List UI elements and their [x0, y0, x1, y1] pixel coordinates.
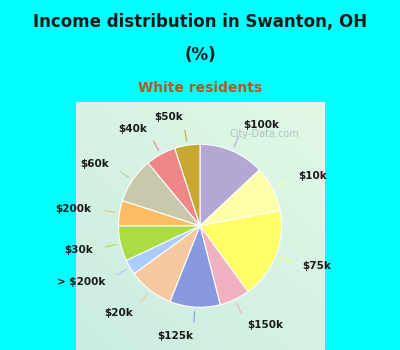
Text: $50k: $50k [154, 112, 183, 122]
Wedge shape [175, 144, 200, 226]
Wedge shape [118, 226, 200, 260]
Text: $75k: $75k [302, 261, 331, 271]
Text: > $200k: > $200k [57, 277, 105, 287]
Text: $150k: $150k [247, 320, 283, 330]
Wedge shape [134, 226, 200, 302]
Text: $200k: $200k [55, 204, 91, 214]
Wedge shape [122, 163, 200, 226]
Text: City-Data.com: City-Data.com [230, 129, 300, 139]
Wedge shape [200, 210, 282, 292]
Wedge shape [200, 226, 248, 305]
Text: Income distribution in Swanton, OH: Income distribution in Swanton, OH [33, 13, 367, 30]
Text: $20k: $20k [104, 308, 132, 318]
Text: $60k: $60k [80, 159, 109, 169]
Wedge shape [148, 148, 200, 226]
Text: (%): (%) [184, 46, 216, 64]
Text: $30k: $30k [64, 245, 93, 255]
Text: $40k: $40k [118, 124, 147, 134]
Text: White residents: White residents [138, 80, 262, 94]
Text: $10k: $10k [298, 171, 327, 181]
Wedge shape [200, 170, 280, 226]
Wedge shape [200, 144, 260, 226]
Wedge shape [126, 226, 200, 274]
Text: $100k: $100k [244, 120, 280, 130]
Wedge shape [170, 226, 220, 307]
Text: $125k: $125k [157, 330, 193, 341]
Wedge shape [118, 201, 200, 226]
